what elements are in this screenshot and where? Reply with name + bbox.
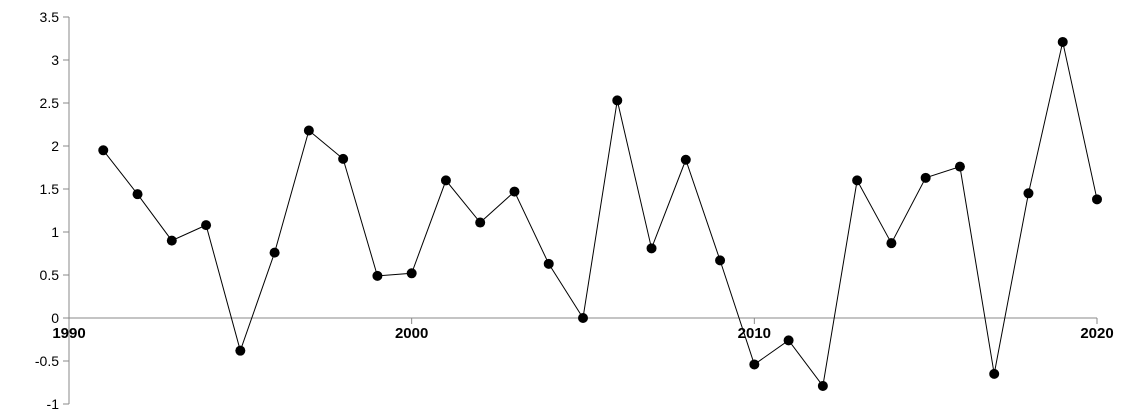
y-tick-label: 1	[51, 224, 59, 240]
data-point	[235, 345, 246, 356]
y-tick-label: -1	[47, 396, 60, 411]
data-point	[783, 335, 794, 346]
data-point	[817, 380, 828, 391]
data-point	[372, 270, 383, 281]
data-point	[852, 175, 863, 186]
data-point	[166, 235, 177, 246]
x-tick-label: 2020	[1080, 325, 1113, 342]
data-point	[749, 359, 760, 370]
data-point	[132, 189, 143, 200]
data-point	[338, 153, 349, 164]
data-point	[440, 175, 451, 186]
data-point	[954, 161, 965, 172]
y-tick-label: 0.5	[40, 267, 60, 283]
data-point	[98, 145, 109, 156]
data-point	[201, 220, 212, 231]
y-tick-label: 3	[51, 52, 59, 68]
x-tick-label: 1990	[52, 325, 85, 342]
data-point	[1057, 36, 1068, 47]
y-tick-label: 1.5	[40, 181, 60, 197]
data-point	[269, 247, 280, 258]
data-point	[406, 268, 417, 279]
y-axis: -1 -0.5 0 0.5 1 1.5 2 2.5 3 3.5	[35, 9, 70, 411]
data-point	[886, 238, 897, 249]
data-point	[1092, 194, 1102, 205]
series-line	[102, 41, 1098, 388]
series	[98, 36, 1102, 391]
x-tick-label: 2000	[395, 325, 428, 342]
y-tick-label: -0.5	[35, 353, 59, 369]
data-point	[612, 95, 623, 106]
data-point	[303, 125, 314, 136]
y-tick-label: 3.5	[40, 9, 60, 25]
y-tick-label: 2	[51, 138, 59, 154]
data-point	[715, 255, 726, 266]
y-tick-label: 0	[51, 310, 59, 326]
data-point	[475, 217, 486, 228]
data-point	[509, 186, 520, 197]
data-point	[578, 313, 588, 323]
data-point	[543, 258, 554, 269]
data-point	[680, 154, 691, 165]
data-point	[989, 368, 1000, 379]
y-tick-label: 2.5	[40, 95, 60, 111]
data-point	[646, 243, 657, 254]
data-point	[920, 172, 931, 183]
data-point	[1023, 188, 1034, 199]
